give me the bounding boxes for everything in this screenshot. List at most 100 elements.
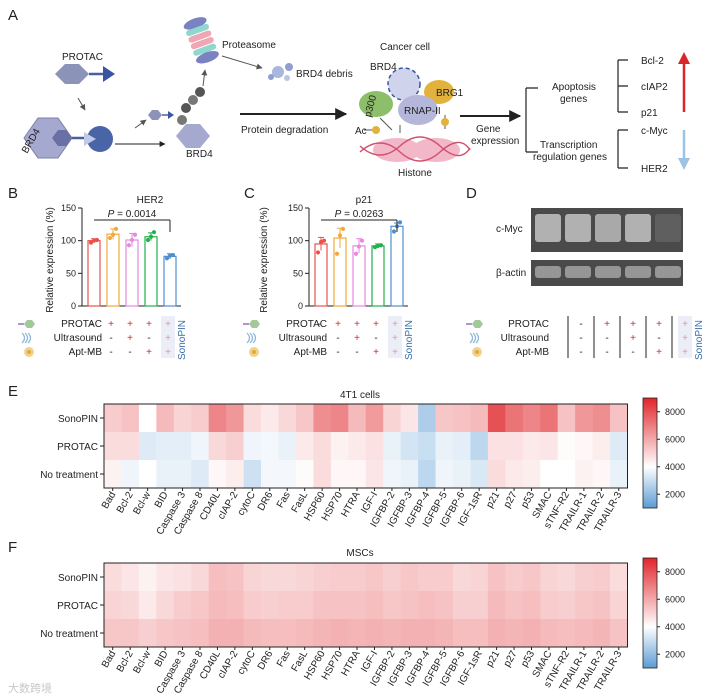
heatmap-cell: [592, 591, 611, 620]
transcription-line1: Transcription: [540, 140, 597, 151]
sonopin-label: SonoPIN: [694, 320, 705, 360]
data-point: [334, 251, 340, 256]
data-point: [132, 232, 138, 237]
heatmap-cell: [104, 591, 122, 620]
heatmap-cell: [592, 432, 611, 461]
ultrasound-icon: [249, 332, 254, 344]
microbubble-core-icon: [252, 350, 256, 354]
treatment-sign: -: [90, 319, 93, 330]
ac-label: Ac: [355, 126, 367, 137]
heatmap-cell: [365, 591, 384, 620]
sonopin-highlight: [678, 316, 692, 358]
data-point: [356, 244, 362, 249]
panel-letter-f: F: [8, 539, 17, 556]
heatmap-cell: [278, 591, 297, 620]
heatmap-cell: [435, 591, 454, 620]
treatment-label: Ultrasound: [54, 333, 102, 344]
treatment-sign: -: [90, 333, 93, 344]
heatmap-cell: [487, 591, 506, 620]
heatmap-cell: [348, 460, 367, 489]
p-value: P = 0.0014: [108, 209, 157, 220]
cmyc-band: [535, 214, 561, 242]
heatmap-cell: [470, 404, 489, 433]
treatment-sign: -: [579, 333, 582, 344]
colorbar: [642, 397, 658, 509]
heatmap-cell: [383, 619, 401, 648]
heatmap-cell: [278, 432, 297, 461]
heatmap-cell: [295, 460, 314, 489]
heatmap-cell: [191, 432, 209, 461]
heatmap-cell: [173, 563, 192, 592]
treatment-sign: +: [630, 319, 636, 330]
heatmap-cell: [453, 460, 471, 489]
blot-bactin-label: β-actin: [496, 268, 526, 279]
heatmap-cell: [400, 563, 419, 592]
heatmap-cell: [156, 404, 175, 433]
heatmap-cell: [505, 404, 524, 433]
p-text: = 0.0263: [341, 209, 383, 220]
treatment-sign: -: [336, 347, 339, 358]
heatmap-cell: [173, 460, 192, 489]
blot-cmyc-label: c-Myc: [496, 224, 523, 235]
heatmap-cell: [330, 563, 349, 592]
treatment-sign: +: [146, 347, 152, 358]
heatmap-cell: [505, 460, 524, 489]
data-point: [321, 238, 327, 243]
heatmap-cell: [138, 619, 157, 648]
heatmap-cell: [295, 563, 314, 592]
panel-d: D c-Myc β-actin: [466, 185, 683, 286]
treatment-sign: +: [656, 319, 662, 330]
treatment-sign: -: [317, 333, 320, 344]
down-arrow-icon: [678, 130, 690, 170]
heatmap-cell: [138, 591, 157, 620]
heatmap-cell: [453, 404, 471, 433]
heatmap-cell: [138, 404, 157, 433]
treatment-sign: +: [146, 319, 152, 330]
heatmap-cell: [575, 591, 593, 620]
heatmap-cell: [575, 460, 593, 489]
ultrasound-icon: [252, 332, 257, 344]
heatmap-cell: [435, 404, 454, 433]
colorbar-tick-label: 6000: [665, 594, 685, 604]
gene-expression-line2: expression: [471, 136, 519, 147]
y-tick-label: 100: [288, 236, 303, 246]
heatmap-cell: [610, 404, 628, 433]
treatment-sign: +: [604, 319, 610, 330]
heatmap-cell: [313, 432, 332, 461]
heatmap-cell: [610, 591, 628, 620]
heatmap-cell: [104, 404, 122, 433]
heatmap-cell: [383, 563, 401, 592]
heatmap-cell: [313, 619, 332, 648]
y-tick-label: 0: [298, 301, 303, 311]
heatmap-cell: [592, 619, 611, 648]
heatmap-frame: [103, 403, 628, 489]
ultrasound-icon: [246, 332, 251, 344]
treatment-sign: -: [317, 347, 320, 358]
apoptosis-line1: Apoptosis: [552, 82, 596, 93]
bar: [125, 239, 139, 307]
bar: [333, 237, 347, 307]
heatmap-cell: [470, 460, 489, 489]
heatmap-cell: [365, 619, 384, 648]
watermark: 大数跨境: [8, 681, 52, 695]
data-point: [391, 229, 397, 234]
heatmap-cell: [540, 591, 558, 620]
heatmap-row-label: No treatment: [40, 629, 98, 640]
data-point: [353, 251, 359, 256]
bactin-band: [565, 266, 591, 278]
heatmap-cell: [418, 563, 436, 592]
heatmap-cell: [522, 563, 541, 592]
heatmap-cell: [295, 591, 314, 620]
heatmap-cell: [365, 460, 384, 489]
heatmap-cell: [540, 563, 558, 592]
panel-letter-d: D: [466, 185, 477, 202]
heatmap-cell: [261, 591, 279, 620]
heatmap-cell: [226, 432, 244, 461]
down-genes-bracket: [617, 129, 628, 169]
heatmap-col-label: p27: [502, 490, 520, 510]
treatment-sign: +: [127, 319, 133, 330]
ultrasound-icon: [475, 332, 480, 344]
heatmap-col-label: p27: [502, 649, 520, 669]
colorbar: [642, 557, 658, 669]
